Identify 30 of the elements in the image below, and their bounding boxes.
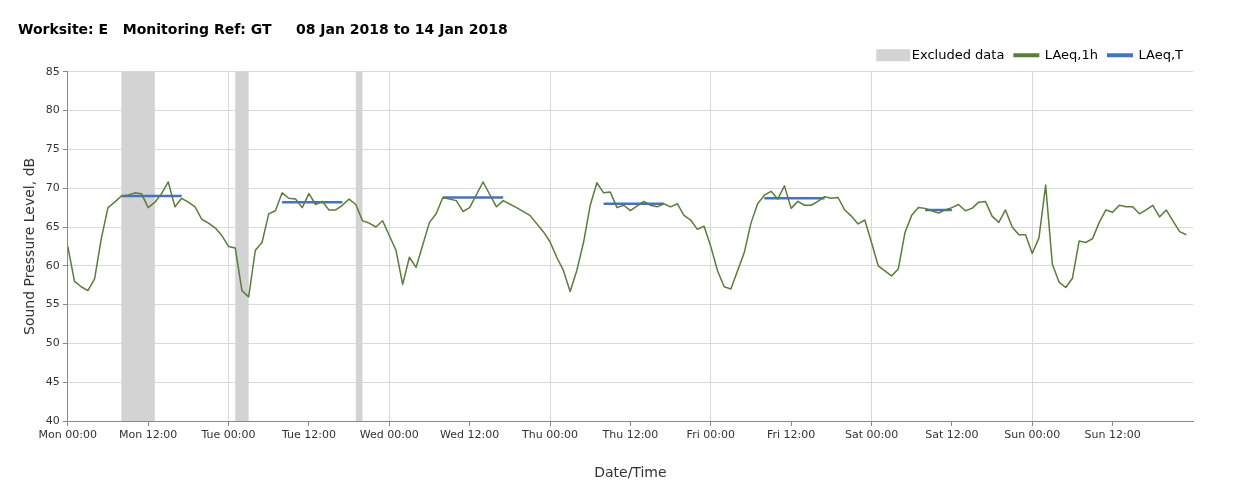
chart-title: Worksite: E Monitoring Ref: GT 08 Jan 2018 to 14 Jan 2018	[18, 21, 508, 38]
legend-label: LAeq,T	[1138, 46, 1184, 62]
legend-label: Excluded data	[911, 46, 1005, 62]
y-tick-label: 55	[45, 297, 60, 311]
y-axis-title: Sound Pressure Level, dB	[21, 157, 38, 335]
x-tick-label: Mon 12:00	[118, 428, 178, 442]
y-tick-label: 45	[45, 375, 60, 389]
x-tick-label: Mon 00:00	[38, 428, 97, 442]
x-tick-label: Fri 00:00	[686, 428, 735, 442]
x-tick-label: Fri 12:00	[766, 428, 816, 442]
x-tick-label: Wed 00:00	[359, 428, 419, 442]
legend-label: LAeq,1h	[1044, 46, 1098, 62]
y-tick-label: 75	[45, 142, 60, 156]
x-tick-label: Sun 12:00	[1084, 428, 1141, 442]
x-axis-title: Date/Time	[594, 464, 667, 481]
x-tick-label: Tue 00:00	[200, 428, 256, 442]
x-tick-label: Tue 12:00	[280, 428, 336, 442]
y-tick-label: 40	[45, 413, 60, 427]
y-tick-label: 85	[45, 64, 60, 78]
x-tick-label: Sat 12:00	[925, 428, 979, 442]
y-tick-label: 70	[45, 181, 60, 195]
y-tick-label: 60	[45, 258, 60, 272]
y-tick-label: 80	[45, 103, 60, 117]
x-tick-label: Wed 12:00	[440, 428, 500, 442]
y-tick-label: 65	[45, 219, 60, 233]
x-tick-label: Thu 12:00	[601, 428, 659, 442]
x-tick-label: Sun 00:00	[1004, 428, 1061, 442]
x-tick-label: Thu 00:00	[521, 428, 578, 442]
y-tick-label: 50	[45, 336, 60, 350]
x-tick-label: Sat 00:00	[844, 428, 899, 442]
